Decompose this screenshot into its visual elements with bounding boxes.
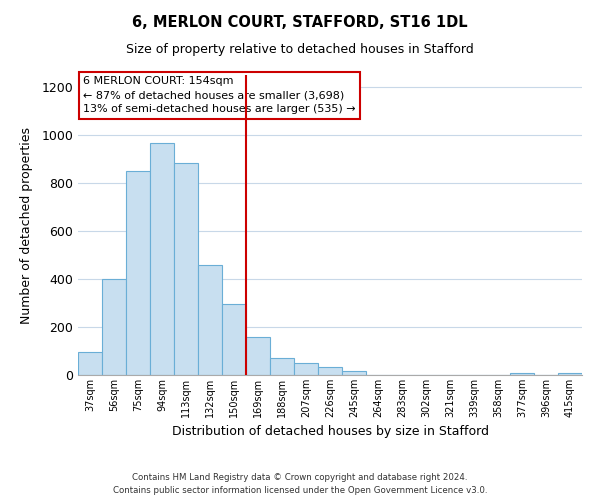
Bar <box>174 162 198 375</box>
Bar <box>126 172 150 375</box>
Bar <box>510 372 534 375</box>
Bar <box>558 372 582 375</box>
Bar <box>342 370 366 375</box>
Bar <box>270 358 294 375</box>
Y-axis label: Number of detached properties: Number of detached properties <box>20 126 33 324</box>
Text: Contains public sector information licensed under the Open Government Licence v3: Contains public sector information licen… <box>113 486 487 495</box>
Bar <box>294 363 318 375</box>
Text: Size of property relative to detached houses in Stafford: Size of property relative to detached ho… <box>126 42 474 56</box>
Bar <box>318 368 342 375</box>
Bar <box>102 279 126 375</box>
Bar <box>246 336 270 375</box>
Bar <box>198 264 222 375</box>
Text: Contains HM Land Registry data © Crown copyright and database right 2024.: Contains HM Land Registry data © Crown c… <box>132 474 468 482</box>
X-axis label: Distribution of detached houses by size in Stafford: Distribution of detached houses by size … <box>172 426 488 438</box>
Bar <box>150 144 174 375</box>
Text: 6, MERLON COURT, STAFFORD, ST16 1DL: 6, MERLON COURT, STAFFORD, ST16 1DL <box>132 15 468 30</box>
Text: 6 MERLON COURT: 154sqm
← 87% of detached houses are smaller (3,698)
13% of semi-: 6 MERLON COURT: 154sqm ← 87% of detached… <box>83 76 356 114</box>
Bar <box>78 352 102 375</box>
Bar <box>222 304 246 375</box>
